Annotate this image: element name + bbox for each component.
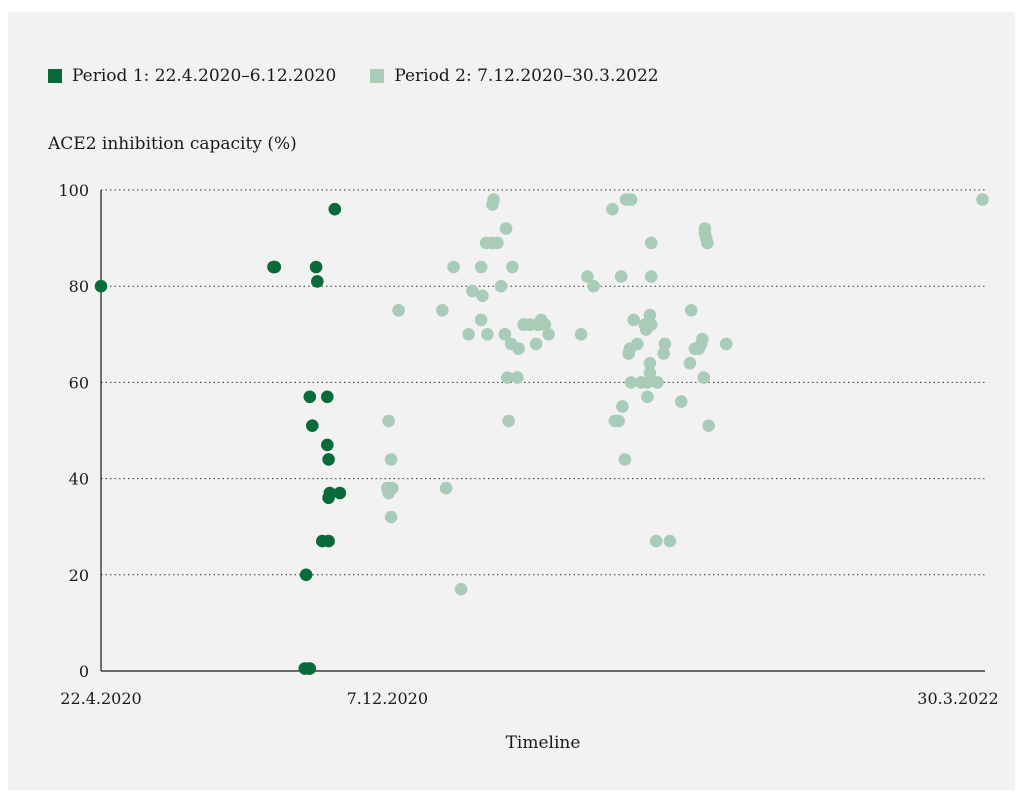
data-point-period-2	[581, 270, 594, 283]
data-point-period-2	[612, 414, 625, 428]
y-tick-label: 20	[69, 566, 89, 585]
data-point-period-1	[321, 438, 334, 452]
data-point-period-1	[322, 534, 335, 548]
data-point-period-2	[462, 328, 475, 341]
data-point-period-2	[701, 236, 714, 250]
data-point-period-2	[643, 356, 657, 370]
data-point-period-2	[436, 304, 449, 317]
data-point-period-1	[328, 202, 342, 216]
data-point-period-2	[641, 390, 654, 404]
data-point-period-2	[631, 337, 644, 351]
data-point-period-2	[499, 222, 513, 235]
data-point-period-2	[696, 332, 709, 346]
data-point-period-2	[697, 371, 710, 384]
data-point-period-1	[333, 486, 347, 500]
data-point-period-2	[481, 328, 494, 341]
data-point-period-2	[474, 313, 488, 327]
data-point-period-2	[511, 371, 524, 384]
x-tick-label: 22.4.2020	[60, 689, 141, 708]
data-point-period-2	[649, 534, 663, 548]
data-point-period-2	[643, 308, 657, 322]
data-point-period-1	[309, 260, 323, 274]
data-point-period-1	[323, 486, 337, 500]
y-tick-label: 80	[69, 277, 89, 296]
legend-item-period-1: Period 1: 22.4.2020–6.12.2020	[48, 66, 336, 86]
data-point-period-2	[487, 193, 500, 206]
data-point-period-2	[501, 371, 514, 384]
data-point-period-2	[529, 337, 543, 351]
data-point-period-2	[491, 236, 504, 250]
data-point-period-2	[674, 395, 688, 408]
data-point-period-2	[624, 193, 638, 206]
legend: Period 1: 22.4.2020–6.12.2020 Period 2: …	[48, 66, 693, 86]
data-point-period-2	[498, 328, 512, 341]
data-point-period-2	[624, 376, 638, 389]
x-axis-title: Timeline	[505, 733, 581, 753]
data-point-period-2	[587, 279, 600, 293]
data-point-period-2	[392, 304, 405, 317]
data-point-period-1	[306, 419, 319, 433]
data-point-period-2	[538, 318, 552, 332]
data-point-period-2	[466, 284, 479, 298]
legend-swatch-period-2	[370, 69, 385, 83]
data-point-period-2	[384, 510, 398, 524]
data-point-period-2	[502, 414, 515, 428]
data-point-period-2	[454, 582, 468, 596]
data-point-period-2	[476, 289, 489, 303]
data-point-period-2	[683, 356, 697, 370]
data-point-period-2	[663, 534, 677, 548]
y-tick-label: 40	[69, 470, 89, 489]
data-point-period-1	[268, 260, 282, 274]
data-point-period-2	[627, 313, 640, 327]
data-point-period-1	[321, 390, 334, 404]
y-axis-title: ACE2 inhibition capacity (%)	[48, 134, 297, 154]
data-point-period-2	[702, 419, 715, 433]
data-point-period-1	[311, 275, 324, 288]
data-point-period-2	[512, 342, 525, 356]
legend-label-period-2: Period 2: 7.12.2020–30.3.2022	[394, 66, 659, 86]
data-point-period-2	[614, 270, 628, 283]
data-point-period-2	[616, 400, 629, 413]
data-point-period-2	[643, 366, 657, 380]
y-tick-label: 100	[58, 181, 89, 200]
data-point-period-2	[447, 260, 460, 274]
data-point-period-2	[542, 328, 555, 341]
y-tick-label: 0	[79, 662, 89, 681]
x-tick-label: 30.3.2022	[917, 689, 998, 708]
data-point-period-2	[384, 453, 398, 466]
data-point-period-2	[644, 236, 658, 250]
legend-label-period-1: Period 1: 22.4.2020–6.12.2020	[72, 66, 337, 86]
data-point-period-2	[684, 304, 698, 317]
data-point-period-2	[606, 202, 619, 216]
data-point-period-1	[94, 279, 108, 293]
data-point-period-2	[618, 453, 632, 466]
data-point-period-2	[644, 318, 658, 332]
data-point-period-2	[494, 279, 508, 293]
legend-swatch-period-1	[48, 69, 62, 83]
data-point-period-2	[386, 481, 399, 495]
data-point-period-1	[322, 453, 335, 466]
y-tick-label: 60	[69, 373, 89, 392]
x-tick-label: 7.12.2020	[347, 689, 428, 708]
data-point-period-2	[506, 260, 519, 274]
data-point-period-1	[303, 662, 317, 675]
legend-item-period-2: Period 2: 7.12.2020–30.3.2022	[370, 66, 659, 86]
chart-panel	[8, 12, 1015, 790]
data-point-period-2	[976, 193, 989, 206]
data-point-period-2	[474, 260, 488, 274]
data-point-period-2	[574, 328, 588, 341]
data-point-period-2	[651, 376, 664, 389]
data-point-period-2	[657, 347, 670, 360]
data-point-period-2	[658, 337, 672, 351]
data-point-period-2	[644, 270, 658, 283]
data-point-period-2	[439, 481, 453, 495]
data-point-period-2	[641, 376, 654, 389]
data-point-period-1	[303, 390, 317, 404]
data-point-period-2	[382, 414, 395, 428]
data-point-period-1	[299, 568, 313, 582]
data-point-period-2	[719, 337, 733, 351]
